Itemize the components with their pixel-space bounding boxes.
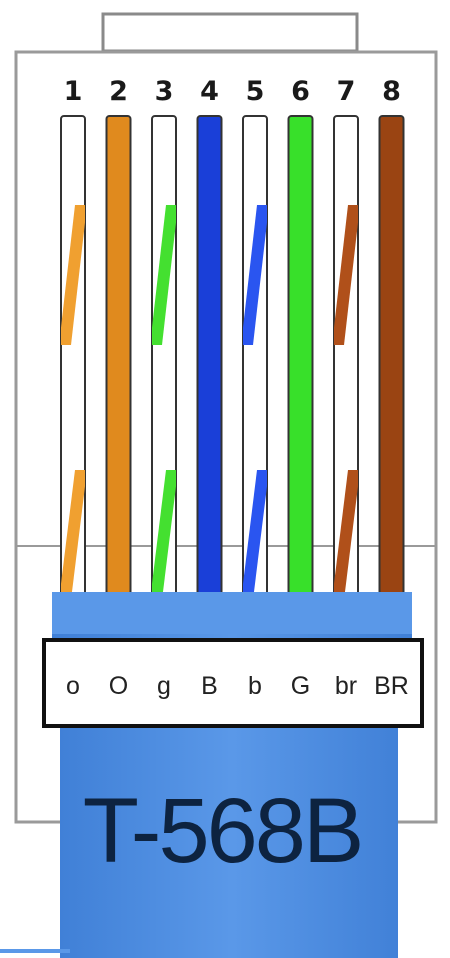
wire-8 (378, 115, 405, 601)
connector-latch (101, 12, 359, 53)
color-code-7: br (335, 672, 357, 700)
pin-number-5: 5 (246, 76, 265, 107)
pin-number-2: 2 (109, 76, 128, 107)
wire-6-body (287, 115, 314, 601)
wire-7-stripe (334, 470, 358, 600)
wire-3 (151, 115, 177, 601)
wires-group (60, 115, 405, 601)
wire-5 (242, 115, 268, 601)
pin-number-1: 1 (64, 76, 83, 107)
color-code-1: o (66, 672, 80, 700)
pin-number-6: 6 (291, 76, 310, 107)
wire-4-body (196, 115, 223, 601)
color-code-4: B (201, 672, 218, 700)
pin-number-3: 3 (155, 76, 174, 107)
wire-7 (333, 115, 359, 601)
wire-1 (60, 115, 86, 601)
wire-1-stripe (61, 205, 85, 345)
color-code-2: O (109, 672, 128, 700)
wire-3-stripe (152, 205, 176, 345)
color-code-6: G (291, 672, 310, 700)
wire-5-stripe (243, 205, 267, 345)
wire-8-body (378, 115, 405, 601)
wire-4 (196, 115, 223, 601)
wire-2 (105, 115, 132, 601)
wire-1-stripe (61, 470, 85, 600)
pin-number-7: 7 (337, 76, 356, 107)
wire-7-stripe (334, 205, 358, 345)
color-code-strip (42, 638, 424, 728)
wire-3-stripe (152, 470, 176, 600)
color-code-3: g (157, 672, 171, 700)
pin-number-8: 8 (382, 76, 401, 107)
wire-6 (287, 115, 314, 601)
pin-number-4: 4 (200, 76, 219, 107)
wire-5-stripe (243, 470, 267, 600)
wire-2-body (105, 115, 132, 601)
standard-name-label: T-568B (83, 780, 362, 882)
color-code-8: BR (374, 672, 409, 700)
boot-top-band (52, 592, 412, 634)
color-code-5: b (248, 672, 262, 700)
